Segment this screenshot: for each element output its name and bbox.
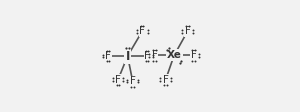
- Text: F: F: [105, 51, 111, 61]
- Text: F: F: [139, 26, 145, 36]
- Text: F: F: [163, 74, 169, 85]
- Text: Xe: Xe: [167, 50, 182, 60]
- Text: F: F: [144, 51, 150, 61]
- Text: F: F: [152, 50, 158, 60]
- Text: F: F: [191, 50, 197, 60]
- Text: F: F: [115, 74, 121, 85]
- Text: F: F: [130, 76, 136, 86]
- Text: F: F: [184, 26, 190, 36]
- Text: I: I: [125, 50, 130, 62]
